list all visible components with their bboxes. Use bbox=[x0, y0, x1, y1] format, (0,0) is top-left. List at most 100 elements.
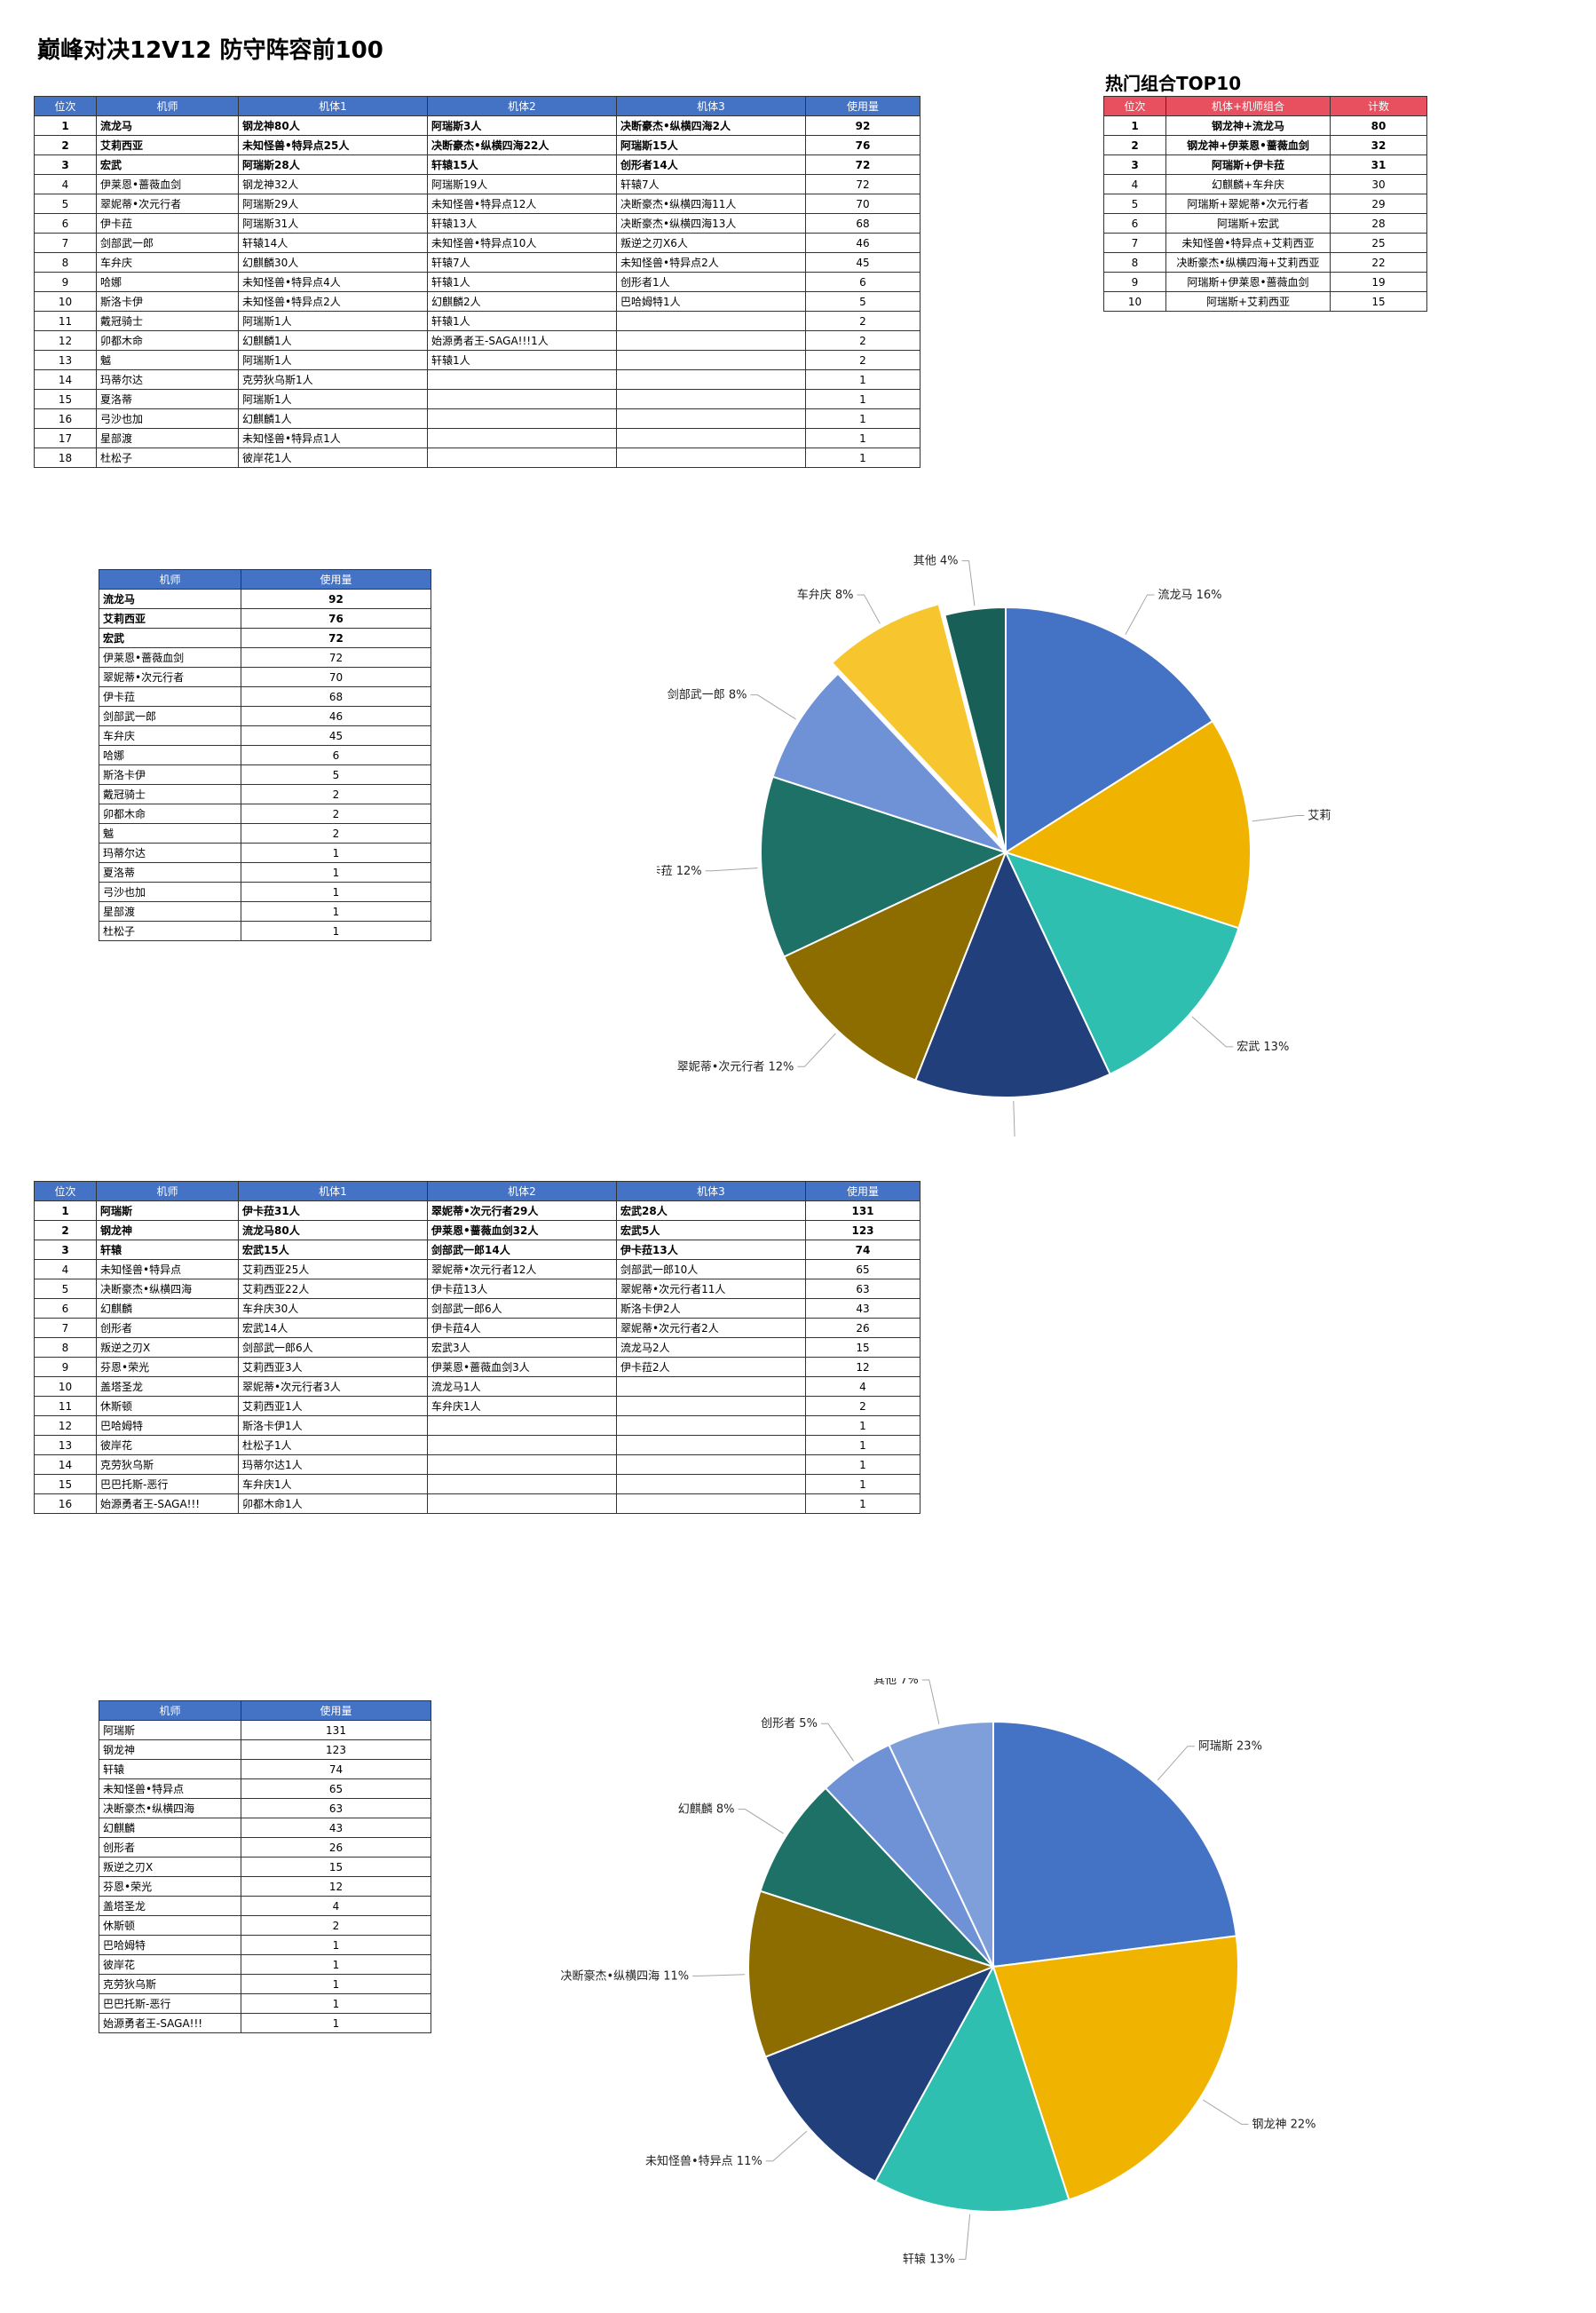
table-cell bbox=[427, 1493, 617, 1514]
table-cell: 翠妮蒂•次元行者2人 bbox=[616, 1318, 806, 1338]
table-cell: 4 bbox=[241, 1896, 431, 1916]
table-cell bbox=[427, 448, 617, 468]
table-cell: 始源勇者王-SAGA!!! bbox=[99, 2013, 241, 2033]
table-cell: 92 bbox=[241, 589, 431, 609]
table-cell bbox=[616, 330, 806, 351]
table-cell: 阿瑞斯29人 bbox=[238, 194, 428, 214]
table-cell: 阿瑞斯 bbox=[99, 1720, 241, 1740]
column-header: 位次 bbox=[34, 1181, 97, 1201]
table-cell: 12 bbox=[805, 1357, 920, 1377]
table-cell: 13 bbox=[34, 350, 97, 370]
column-header: 机体+机师组合 bbox=[1165, 96, 1331, 116]
column-header: 使用量 bbox=[241, 569, 431, 590]
table-row: 创形者 26 bbox=[99, 1837, 431, 1858]
data-label: 艾莉西亚 14% bbox=[1308, 810, 1331, 823]
table-cell: 轩辕1人 bbox=[427, 350, 617, 370]
table-cell: 翠妮蒂•次元行者3人 bbox=[238, 1376, 428, 1397]
table-cell: 决断豪杰•纵横四海11人 bbox=[616, 194, 806, 214]
table-cell: 65 bbox=[241, 1778, 431, 1799]
table-cell: 彼岸花1人 bbox=[238, 448, 428, 468]
table-cell: 16 bbox=[34, 1493, 97, 1514]
table-cell: 阿瑞斯28人 bbox=[238, 154, 428, 175]
table-cell: 剑部武一郎6人 bbox=[427, 1298, 617, 1319]
table-cell: 流龙马80人 bbox=[238, 1220, 428, 1240]
data-label: 翠妮蒂•次元行者 12% bbox=[677, 1059, 794, 1073]
table-cell: 斯洛卡伊2人 bbox=[616, 1298, 806, 1319]
table-cell: 25 bbox=[1330, 233, 1427, 253]
table-cell: 17 bbox=[34, 428, 97, 448]
table-cell: 巴哈姆特 bbox=[96, 1415, 239, 1436]
table-cell: 7 bbox=[34, 1318, 97, 1338]
table-cell: 26 bbox=[805, 1318, 920, 1338]
table-cell: 叛逆之刃X6人 bbox=[616, 233, 806, 253]
table-row: 9 哈娜 未知怪兽•特异点4人 轩辕1人 创形者1人 6 bbox=[34, 272, 920, 292]
table-cell: 叛逆之刃X bbox=[99, 1857, 241, 1877]
table-cell bbox=[616, 408, 806, 429]
table-cell bbox=[616, 1435, 806, 1455]
table-cell: 杜松子 bbox=[96, 448, 239, 468]
table-cell: 5 bbox=[1103, 194, 1166, 214]
table-cell: 流龙马2人 bbox=[616, 1337, 806, 1358]
table-cell: 杜松子 bbox=[99, 921, 241, 941]
pie-slice bbox=[1003, 719, 1252, 930]
table-row: 3 宏武 阿瑞斯28人 轩辕15人 创形者14人 72 bbox=[34, 154, 920, 175]
table-cell: 哈娜 bbox=[99, 745, 241, 765]
table-cell: 伊莱恩•蔷薇血剑 bbox=[96, 174, 239, 194]
table-row: 叛逆之刃X 15 bbox=[99, 1857, 431, 1877]
table-cell: 巴巴托斯-恶行 bbox=[96, 1474, 239, 1494]
table-cell: 15 bbox=[241, 1857, 431, 1877]
table-cell: 5 bbox=[34, 1279, 97, 1299]
table-cell: 63 bbox=[241, 1798, 431, 1818]
table-row: 10 阿瑞斯+艾莉西亚 15 bbox=[1103, 291, 1427, 312]
table-cell: 宏武28人 bbox=[616, 1200, 806, 1221]
table-cell: 彼岸花 bbox=[99, 1954, 241, 1975]
table-row: 10 盖塔圣龙 翠妮蒂•次元行者3人 流龙马1人 4 bbox=[34, 1376, 920, 1397]
table-cell: 阿瑞斯 bbox=[96, 1200, 239, 1221]
table-cell: 11 bbox=[34, 311, 97, 331]
table-row: 未知怪兽•特异点 65 bbox=[99, 1778, 431, 1799]
table-row: 18 杜松子 彼岸花1人 1 bbox=[34, 448, 920, 468]
table-cell: 弓沙也加 bbox=[99, 882, 241, 902]
table-cell: 7 bbox=[34, 233, 97, 253]
table-cell: 轩辕14人 bbox=[238, 233, 428, 253]
table-cell: 1 bbox=[241, 882, 431, 902]
table-cell: 1 bbox=[805, 1493, 920, 1514]
table-cell: 1 bbox=[805, 389, 920, 409]
table-cell: 巴巴托斯-恶行 bbox=[99, 1993, 241, 2014]
leader-line bbox=[750, 694, 796, 720]
leader-line bbox=[820, 1723, 855, 1762]
table-row: 1 钢龙神+流龙马 80 bbox=[1103, 115, 1427, 136]
table-cell: 巴哈姆特1人 bbox=[616, 291, 806, 312]
table-cell: 盖塔圣龙 bbox=[99, 1896, 241, 1916]
table-row: 伊莱恩•蔷薇血剑 72 bbox=[99, 647, 431, 668]
table-cell: 始源勇者王-SAGA!!!1人 bbox=[427, 330, 617, 351]
leader-line bbox=[705, 867, 758, 872]
table-cell: 19 bbox=[1330, 272, 1427, 292]
table-cell: 彼岸花 bbox=[96, 1435, 239, 1455]
data-label: 流龙马 16% bbox=[1157, 589, 1221, 602]
table-cell: 始源勇者王-SAGA!!! bbox=[96, 1493, 239, 1514]
table-row: 伊卡菈 68 bbox=[99, 686, 431, 707]
table-cell: 65 bbox=[805, 1259, 920, 1279]
table-cell: 哈娜 bbox=[96, 272, 239, 292]
mech-usage-pie-chart: 阿瑞斯 23% 钢龙神 22% 轩辕 13% 未知怪兽•特异点 11% 决断豪杰•纵横四… bbox=[560, 1678, 1316, 2264]
pie-slice bbox=[760, 775, 1008, 958]
table-cell: 3 bbox=[34, 154, 97, 175]
table-cell: 15 bbox=[34, 389, 97, 409]
table-cell bbox=[616, 1396, 806, 1416]
table-cell bbox=[616, 389, 806, 409]
pie-slice bbox=[888, 1720, 994, 1968]
table-cell: 阿瑞斯+艾莉西亚 bbox=[1165, 291, 1331, 312]
table-cell: 70 bbox=[241, 667, 431, 687]
table-cell: 2 bbox=[34, 135, 97, 155]
table-cell: 1 bbox=[805, 369, 920, 390]
table-cell: 9 bbox=[34, 272, 97, 292]
pie-slice bbox=[830, 603, 1001, 843]
table-cell: 幻麒麟 bbox=[99, 1818, 241, 1838]
table-cell: 76 bbox=[241, 608, 431, 629]
table-row: 盖塔圣龙 4 bbox=[99, 1896, 431, 1916]
table-cell: 5 bbox=[34, 194, 97, 214]
table-cell: 流龙马1人 bbox=[427, 1376, 617, 1397]
table-row: 翠妮蒂•次元行者 70 bbox=[99, 667, 431, 687]
